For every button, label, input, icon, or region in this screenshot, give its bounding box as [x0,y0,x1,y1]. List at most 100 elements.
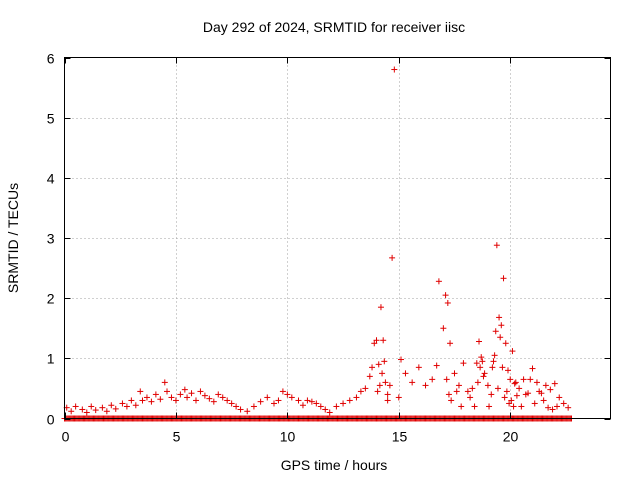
data-point [508,397,515,404]
data-point [233,403,240,410]
data-point [371,340,378,347]
x-tick-label: 10 [280,429,296,445]
data-point [333,403,340,410]
data-point [502,340,509,347]
data-point [139,397,146,404]
data-point [192,397,199,404]
data-point [415,364,422,371]
data-point [460,360,467,367]
data-point [250,403,257,410]
x-tick-label: 0 [62,429,70,445]
data-point [464,388,471,395]
data-point [509,348,516,355]
data-point [473,360,480,367]
data-point [542,382,549,389]
data-point [201,392,208,399]
data-point [513,392,520,399]
data-point [68,408,75,415]
x-tick-label: 20 [503,429,519,445]
data-point [257,398,264,405]
data-point [99,404,106,411]
data-point [103,408,110,415]
data-point [128,397,135,404]
data-point [551,380,558,387]
data-point [188,390,195,397]
data-point [143,394,150,401]
data-point [137,388,144,395]
data-point [313,400,320,407]
data-point [507,376,514,383]
data-point [210,398,217,405]
data-point [402,370,409,377]
data-point [448,397,455,404]
data-point [433,362,440,369]
data-point [79,406,86,413]
data-point [488,391,495,398]
data-point [510,403,517,410]
data-point [284,391,291,398]
data-point [164,388,171,395]
data-point [132,402,139,409]
data-point [435,278,442,285]
data-point [322,406,329,413]
data-point [533,379,540,386]
data-point [228,400,235,407]
y-tick-label: 0 [47,412,55,428]
data-point [374,388,381,395]
y-tick-label: 2 [47,291,55,307]
data-point [244,408,251,415]
data-point [498,322,505,329]
data-point [527,376,534,383]
data-point [493,242,500,249]
data-point [92,407,99,414]
data-point [391,66,398,73]
data-point [478,354,485,361]
data-point [440,325,447,332]
data-point [484,382,491,389]
data-point [540,397,547,404]
data-point [357,388,364,395]
data-point [469,385,476,392]
data-point [409,379,416,386]
data-point [395,394,402,401]
data-point [529,365,536,372]
data-point [549,406,556,413]
data-point [83,409,90,416]
data-point [148,398,155,405]
data-point [375,361,382,368]
data-point [123,403,130,410]
data-point [481,370,488,377]
data-point [554,403,561,410]
data-point [471,403,478,410]
data-point [511,380,518,387]
data-point [362,385,369,392]
data-point [317,403,324,410]
data-point [518,403,525,410]
data-point [206,395,213,402]
data-point [455,382,462,389]
data-point [279,388,286,395]
data-point [326,409,333,416]
data-point [476,338,483,345]
data-point [346,397,353,404]
data-point [451,370,458,377]
data-point [545,404,552,411]
data-point [479,358,486,365]
data-point [373,337,380,344]
data-point [369,364,376,371]
data-point [442,292,449,299]
data-point [565,404,572,411]
data-point [295,397,302,404]
data-point [536,388,543,395]
y-tick-label: 5 [47,111,55,127]
data-point [353,394,360,401]
data-point [270,400,277,407]
data-point [486,403,493,410]
data-point [168,394,175,401]
data-point [177,391,184,398]
x-axis-label: GPS time / hours [281,457,388,473]
data-point [184,394,191,401]
data-point [477,364,484,371]
data-point [88,403,95,410]
